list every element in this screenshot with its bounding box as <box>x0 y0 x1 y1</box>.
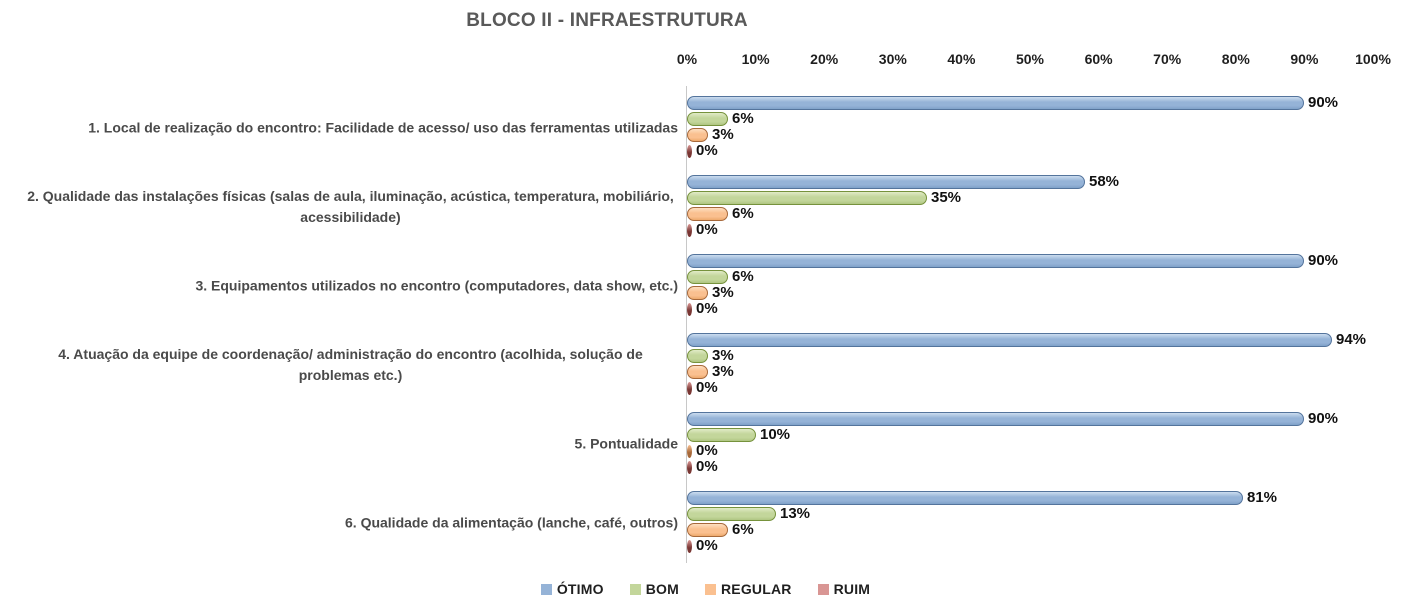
bar-value-label: 90% <box>1308 410 1339 427</box>
bar-value-label: 13% <box>780 505 811 522</box>
legend-label: BOM <box>645 581 679 597</box>
x-axis-tick-label: 40% <box>947 51 976 67</box>
bar-regular <box>687 286 708 300</box>
legend: ÓTIMO BOM REGULAR RUIM <box>0 581 1411 597</box>
legend-swatch-icon <box>704 583 716 595</box>
bar-value-label: 0% <box>696 379 718 396</box>
category-label: 2. Qualidade das instalações físicas (sa… <box>27 187 674 225</box>
bar-regular <box>687 365 708 379</box>
bar-value-label: 6% <box>732 521 754 538</box>
bar-bom <box>687 112 728 126</box>
x-axis-tick-label: 90% <box>1290 51 1319 67</box>
bar-value-label: 6% <box>732 205 754 222</box>
bar-value-label: 94% <box>1336 331 1367 348</box>
x-axis-tick-label: 10% <box>741 51 770 67</box>
bar-bom <box>687 349 708 363</box>
x-axis-tick-label: 60% <box>1084 51 1113 67</box>
legend-item-bom: BOM <box>629 581 679 597</box>
legend-label: ÓTIMO <box>556 581 604 597</box>
legend-swatch-icon <box>629 583 641 595</box>
chart-title: BLOCO II - INFRAESTRUTURA <box>466 10 748 31</box>
bar-zero-ruim <box>687 145 692 158</box>
bar-value-label: 3% <box>712 347 734 364</box>
bar-regular <box>687 523 728 537</box>
bar-regular <box>687 128 708 142</box>
category-label: 6. Qualidade da alimentação (lanche, caf… <box>345 514 678 530</box>
bar-zero-ruim <box>687 224 692 237</box>
bar-value-label: 81% <box>1247 489 1278 506</box>
bar-value-label: 0% <box>696 442 718 459</box>
bar-zero-ruim <box>687 461 692 474</box>
legend-swatch-icon <box>540 583 552 595</box>
bar-zero-regular <box>687 445 692 458</box>
bar-ótimo <box>687 412 1304 426</box>
legend-swatch-icon <box>817 583 829 595</box>
bar-zero-ruim <box>687 540 692 553</box>
legend-item-regular: REGULAR <box>704 581 792 597</box>
bar-value-label: 35% <box>931 189 962 206</box>
bar-ótimo <box>687 491 1243 505</box>
bar-regular <box>687 207 728 221</box>
category-label: 3. Equipamentos utilizados no encontro (… <box>195 277 678 293</box>
bar-value-label: 0% <box>696 458 718 475</box>
legend-item-ótimo: ÓTIMO <box>540 581 604 597</box>
legend-label: REGULAR <box>720 581 792 597</box>
x-axis-tick-label: 30% <box>878 51 907 67</box>
bar-zero-ruim <box>687 303 692 316</box>
category-label: 4. Atuação da equipe de coordenação/ adm… <box>58 345 643 383</box>
bar-value-label: 0% <box>696 300 718 317</box>
bar-value-label: 6% <box>732 268 754 285</box>
bar-value-label: 3% <box>712 284 734 301</box>
bar-ótimo <box>687 96 1304 110</box>
bar-bom <box>687 507 776 521</box>
bar-value-label: 0% <box>696 221 718 238</box>
legend-label: RUIM <box>833 581 871 597</box>
x-axis-tick-label: 80% <box>1221 51 1250 67</box>
bar-value-label: 0% <box>696 142 718 159</box>
bar-value-label: 6% <box>732 110 754 127</box>
bar-value-label: 3% <box>712 363 734 380</box>
x-axis-tick-label: 100% <box>1355 51 1391 67</box>
x-axis-tick-label: 50% <box>1015 51 1045 67</box>
bar-ótimo <box>687 333 1332 347</box>
bar-ótimo <box>687 175 1085 189</box>
bar-value-label: 0% <box>696 537 718 554</box>
bar-bom <box>687 428 756 442</box>
x-axis-tick-label: 20% <box>810 51 839 67</box>
bar-bom <box>687 191 927 205</box>
category-label: 5. Pontualidade <box>574 435 678 451</box>
bar-value-label: 10% <box>760 426 791 443</box>
legend-item-ruim: RUIM <box>817 581 871 597</box>
bar-bom <box>687 270 728 284</box>
bar-value-label: 90% <box>1308 94 1339 111</box>
bar-zero-ruim <box>687 382 692 395</box>
bar-value-label: 3% <box>712 126 734 143</box>
bar-value-label: 90% <box>1308 252 1339 269</box>
y-axis-line <box>686 86 687 563</box>
bar-ótimo <box>687 254 1304 268</box>
x-axis-tick-label: 70% <box>1153 51 1182 67</box>
x-axis-tick-label: 0% <box>676 51 698 67</box>
category-label: 1. Local de realização do encontro: Faci… <box>88 119 678 135</box>
bar-value-label: 58% <box>1089 173 1120 190</box>
